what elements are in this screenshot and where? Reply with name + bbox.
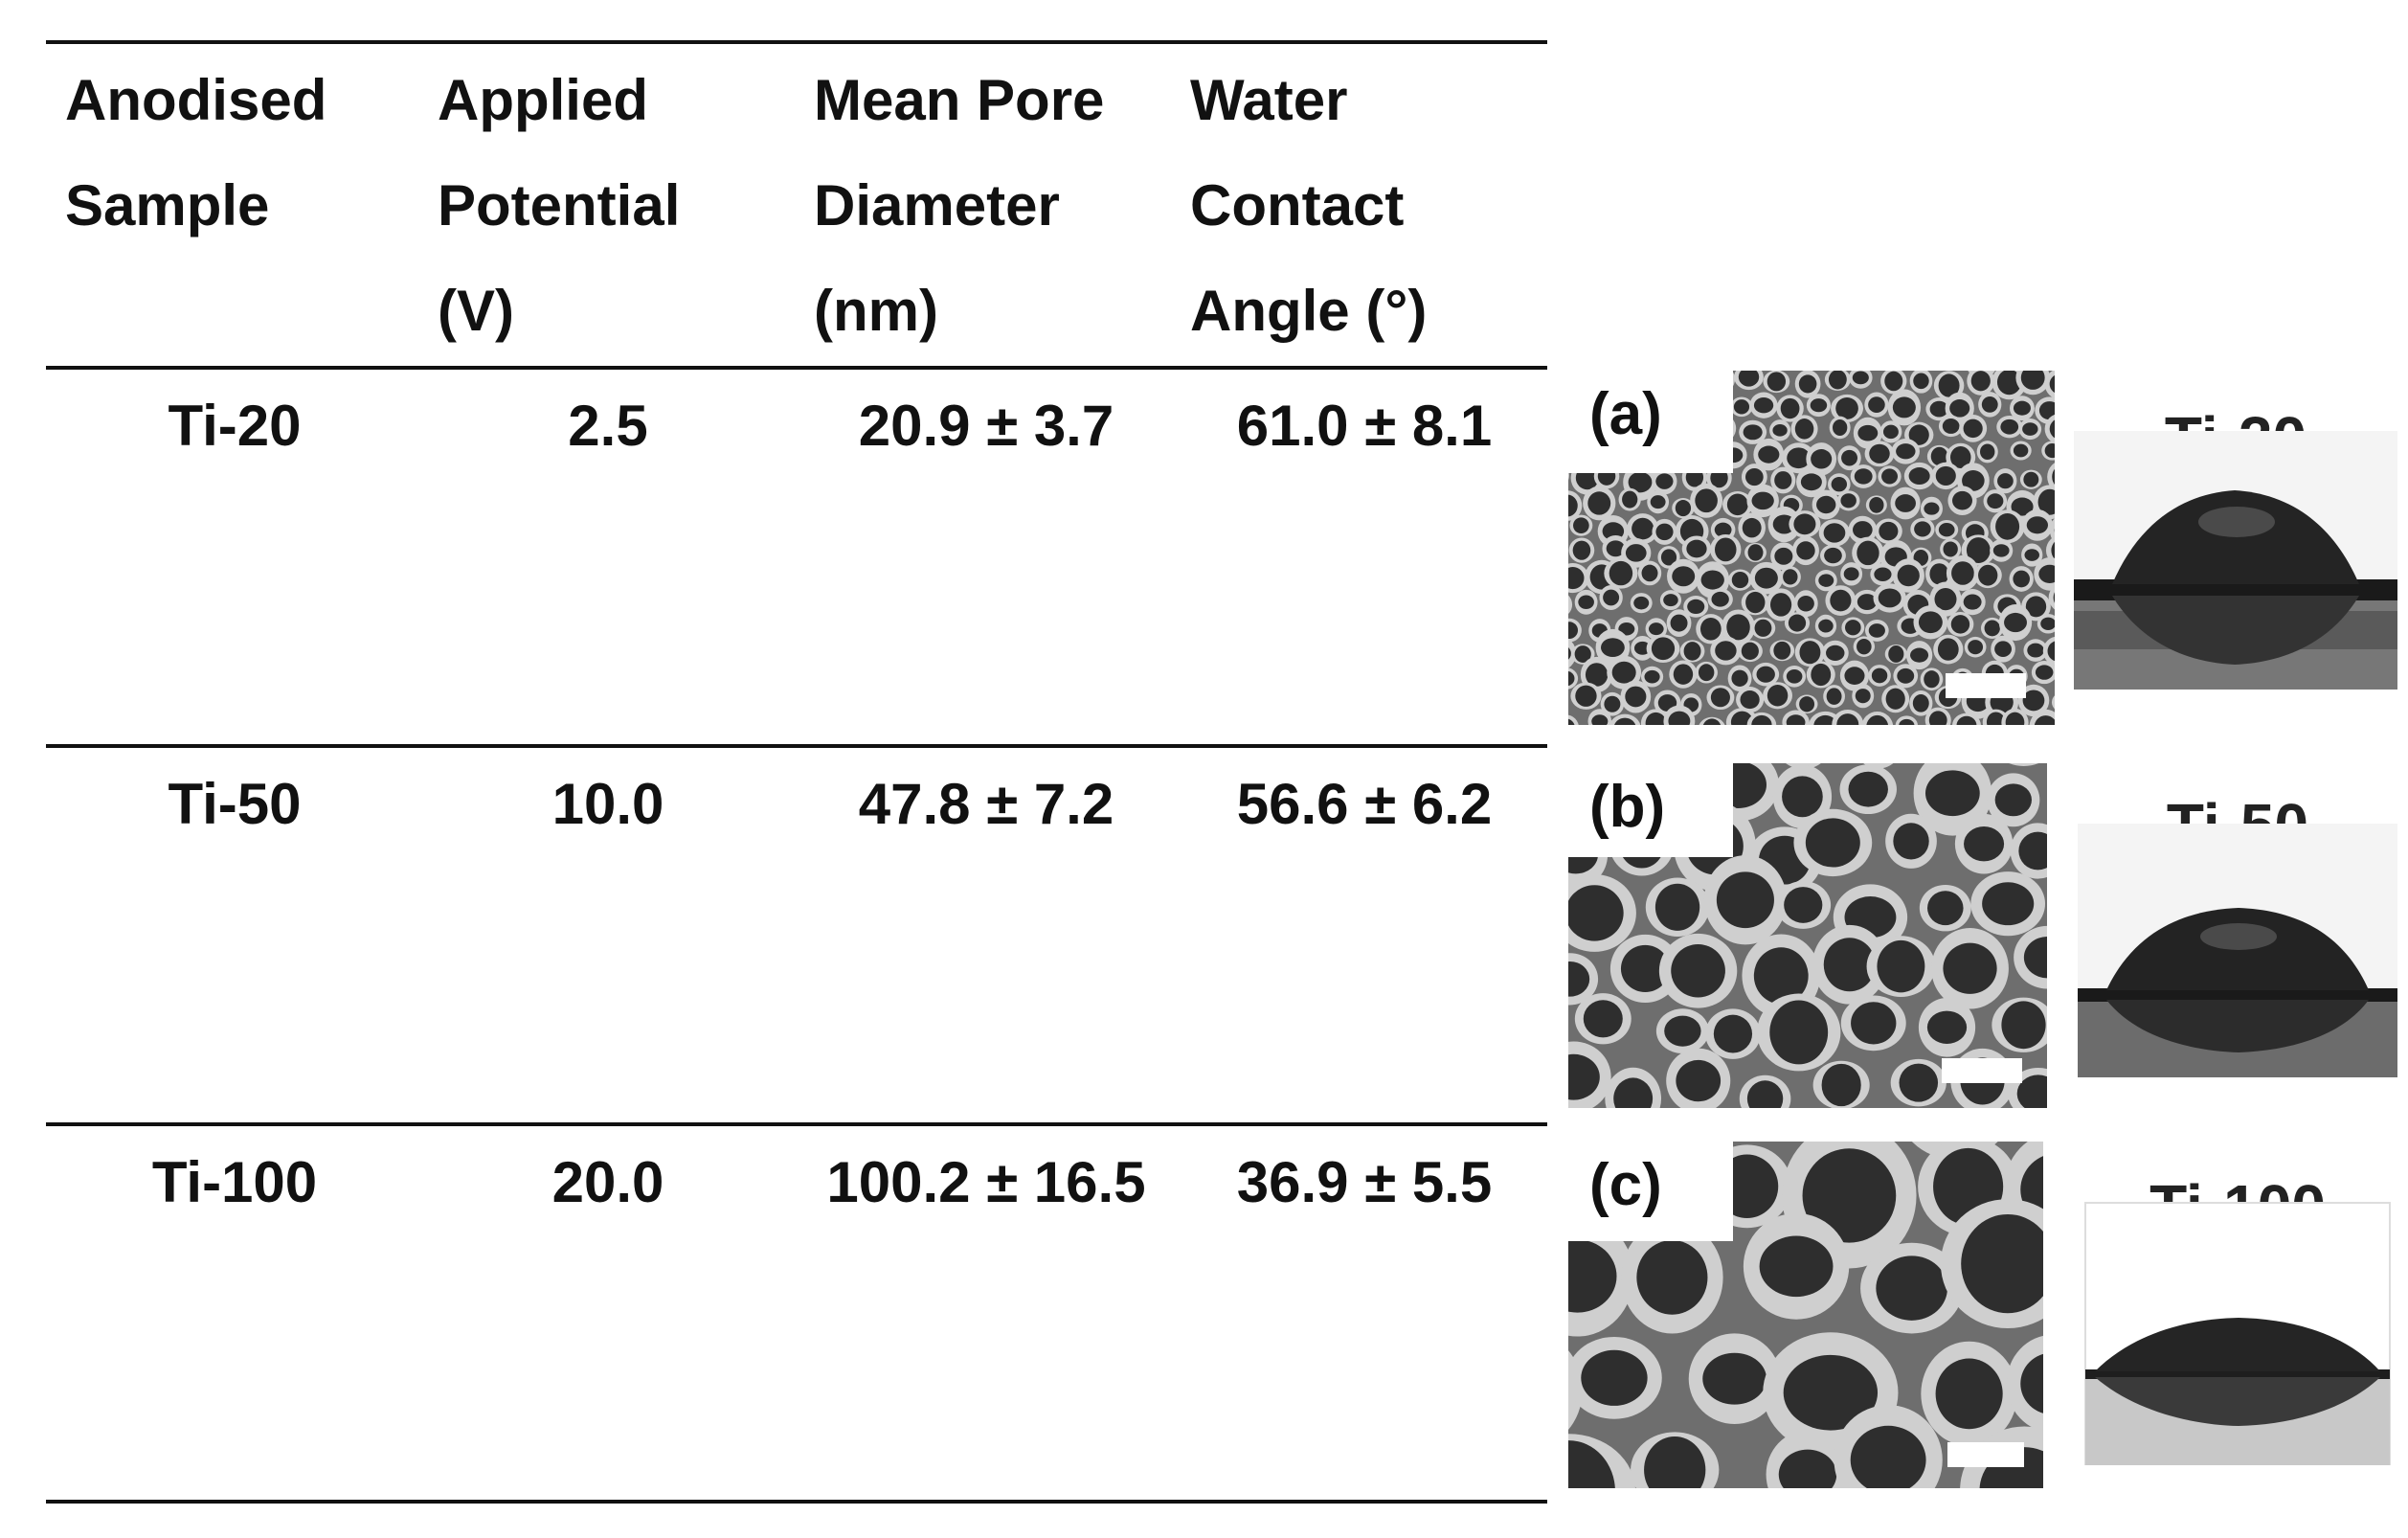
cell-pore-diameter: 47.8 ± 7.2 bbox=[858, 772, 1114, 836]
row-rule-1 bbox=[46, 744, 1547, 748]
scale-bar bbox=[1946, 673, 2026, 698]
water-drop-image-ti-100: Ti-100 bbox=[2078, 1161, 2397, 1465]
row-rule-2 bbox=[46, 1122, 1547, 1126]
header-potential: Applied Potential (V) bbox=[438, 68, 681, 343]
cell-pore-diameter: 20.9 ± 3.7 bbox=[858, 394, 1114, 458]
header-rule bbox=[46, 366, 1547, 370]
sem-image-c bbox=[1568, 1142, 2043, 1488]
top-rule bbox=[46, 40, 1547, 44]
panel-label-a: (a) bbox=[1568, 371, 1733, 473]
header-sample: Anodised Sample bbox=[65, 68, 327, 237]
cell-potential: 2.5 bbox=[568, 394, 648, 458]
cell-sample: Ti-20 bbox=[168, 394, 302, 458]
cell-contact-angle: 61.0 ± 8.1 bbox=[1236, 394, 1493, 458]
water-drop-profile bbox=[2078, 824, 2397, 1077]
scale-bar bbox=[1947, 1442, 2024, 1467]
header-contact-angle: Water Contact Angle (°) bbox=[1190, 68, 1428, 343]
scale-bar bbox=[1942, 1058, 2022, 1083]
panel-label-b: (b) bbox=[1568, 763, 1733, 857]
water-drop-image-ti-20: Ti-20 bbox=[2074, 393, 2397, 690]
bottom-rule bbox=[46, 1500, 1547, 1504]
cell-potential: 10.0 bbox=[551, 772, 664, 836]
water-drop-profile bbox=[2084, 1202, 2391, 1465]
cell-contact-angle: 36.9 ± 5.5 bbox=[1236, 1150, 1493, 1214]
header-pore-diameter: Mean Pore Diameter (nm) bbox=[814, 68, 1105, 343]
cell-sample: Ti-50 bbox=[168, 772, 302, 836]
cell-potential: 20.0 bbox=[551, 1150, 664, 1214]
cell-sample: Ti-100 bbox=[151, 1150, 318, 1214]
sem-pore-texture bbox=[1568, 1142, 2043, 1488]
water-drop-profile bbox=[2074, 431, 2397, 690]
cell-pore-diameter: 100.2 ± 16.5 bbox=[826, 1150, 1146, 1214]
cell-contact-angle: 56.6 ± 6.2 bbox=[1236, 772, 1493, 836]
panel-label-c: (c) bbox=[1568, 1142, 1733, 1241]
water-drop-image-ti-50: Ti-50 bbox=[2078, 785, 2397, 1077]
